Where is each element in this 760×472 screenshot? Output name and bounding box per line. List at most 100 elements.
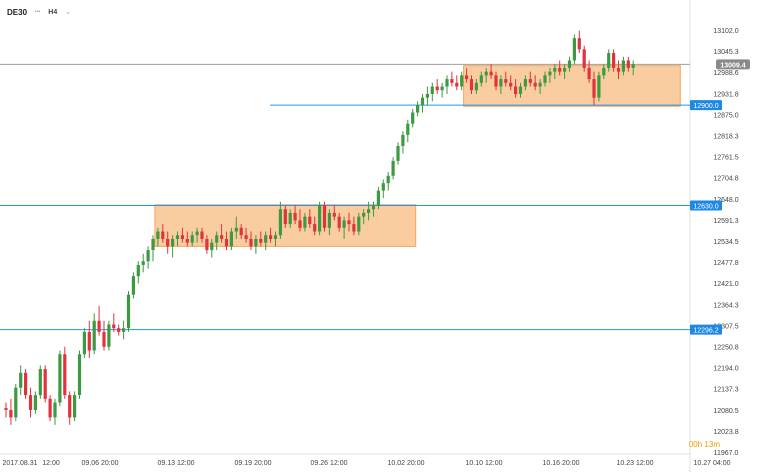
candle-body[interactable] xyxy=(621,60,625,72)
candle-body[interactable] xyxy=(278,209,282,236)
candle-body[interactable] xyxy=(533,82,537,87)
candle-body[interactable] xyxy=(141,261,145,265)
candle-body[interactable] xyxy=(558,67,562,72)
candle-body[interactable] xyxy=(298,220,302,228)
candle-body[interactable] xyxy=(587,67,591,80)
candle-body[interactable] xyxy=(131,276,135,295)
candle-body[interactable] xyxy=(97,320,101,332)
candle-body[interactable] xyxy=(494,75,498,87)
candle-body[interactable] xyxy=(200,231,204,239)
candle-body[interactable] xyxy=(553,67,557,72)
candle-body[interactable] xyxy=(185,238,189,243)
candle-body[interactable] xyxy=(371,205,376,210)
candle-body[interactable] xyxy=(63,354,67,396)
candle-body[interactable] xyxy=(4,408,8,410)
candle-body[interactable] xyxy=(38,369,42,396)
candle-body[interactable] xyxy=(249,238,253,247)
candle-body[interactable] xyxy=(337,216,341,228)
candle-body[interactable] xyxy=(190,235,194,243)
candle-body[interactable] xyxy=(151,238,155,251)
candle-body[interactable] xyxy=(58,354,62,403)
candle-body[interactable] xyxy=(308,216,312,225)
candle-body[interactable] xyxy=(376,190,380,206)
candle-body[interactable] xyxy=(381,183,385,191)
candle-body[interactable] xyxy=(156,231,160,239)
candle-body[interactable] xyxy=(102,331,106,347)
candle-body[interactable] xyxy=(489,71,493,76)
candle-body[interactable] xyxy=(455,82,459,87)
candle-body[interactable] xyxy=(509,82,513,87)
candle-body[interactable] xyxy=(425,93,429,98)
candle-body[interactable] xyxy=(474,82,478,91)
candle-body[interactable] xyxy=(420,97,425,106)
candle-body[interactable] xyxy=(612,53,616,68)
candle-body[interactable] xyxy=(607,53,611,68)
candle-body[interactable] xyxy=(264,235,268,243)
candle-body[interactable] xyxy=(592,79,596,98)
candle-body[interactable] xyxy=(347,220,351,225)
candle-body[interactable] xyxy=(269,235,273,239)
candle-body[interactable] xyxy=(73,395,77,418)
candle-body[interactable] xyxy=(499,79,503,87)
candle-body[interactable] xyxy=(538,82,542,87)
candle-body[interactable] xyxy=(215,235,219,243)
candle-body[interactable] xyxy=(43,369,47,399)
candle-body[interactable] xyxy=(504,79,508,83)
candle-body[interactable] xyxy=(273,235,278,239)
candle-body[interactable] xyxy=(92,320,96,351)
candle-body[interactable] xyxy=(543,75,547,83)
candle-body[interactable] xyxy=(234,227,238,232)
candle-body[interactable] xyxy=(567,60,572,68)
candle-body[interactable] xyxy=(229,231,233,247)
candle-body[interactable] xyxy=(239,227,243,236)
candle-body[interactable] xyxy=(514,86,518,94)
candle-body[interactable] xyxy=(303,216,307,228)
candle-body[interactable] xyxy=(577,38,581,50)
candle-body[interactable] xyxy=(523,79,527,87)
candle-body[interactable] xyxy=(195,231,199,236)
candle-body[interactable] xyxy=(24,372,28,396)
candle-body[interactable] xyxy=(401,134,405,147)
candle-body[interactable] xyxy=(322,205,327,228)
candle-body[interactable] xyxy=(465,75,469,80)
candle-body[interactable] xyxy=(460,75,464,87)
candle-body[interactable] xyxy=(479,75,483,83)
candle-body[interactable] xyxy=(33,395,37,410)
candle-body[interactable] xyxy=(171,238,175,247)
candle-body[interactable] xyxy=(332,212,336,217)
candle-body[interactable] xyxy=(396,146,400,161)
candle-body[interactable] xyxy=(146,250,150,262)
chevron-down-icon[interactable]: ⌄ xyxy=(65,9,72,16)
candle-body[interactable] xyxy=(112,324,116,329)
candle-body[interactable] xyxy=(528,79,532,83)
candle-body[interactable] xyxy=(602,67,606,76)
candle-body[interactable] xyxy=(136,264,140,277)
candle-body[interactable] xyxy=(563,67,567,72)
timeframe-label[interactable]: H4 xyxy=(48,8,58,16)
candle-body[interactable] xyxy=(342,220,346,228)
candle-body[interactable] xyxy=(19,372,23,388)
candle-body[interactable] xyxy=(224,238,229,247)
candle-body[interactable] xyxy=(122,328,126,332)
candle-body[interactable] xyxy=(352,224,356,232)
candle-body[interactable] xyxy=(430,86,434,94)
candle-body[interactable] xyxy=(166,238,170,247)
candle-body[interactable] xyxy=(293,212,297,221)
candle-body[interactable] xyxy=(440,86,444,91)
candle-body[interactable] xyxy=(367,209,371,213)
candle-body[interactable] xyxy=(416,105,420,113)
candle-body[interactable] xyxy=(77,354,82,396)
candle-body[interactable] xyxy=(48,398,52,418)
candle-body[interactable] xyxy=(283,209,287,225)
candle-body[interactable] xyxy=(244,235,248,239)
candle-body[interactable] xyxy=(175,235,180,239)
candle-body[interactable] xyxy=(220,235,224,239)
candle-body[interactable] xyxy=(626,60,630,68)
candle-body[interactable] xyxy=(445,79,449,87)
candle-body[interactable] xyxy=(117,328,121,332)
candle-body[interactable] xyxy=(582,49,586,68)
candle-body[interactable] xyxy=(318,205,322,232)
candle-body[interactable] xyxy=(450,79,454,83)
candle-body[interactable] xyxy=(406,123,410,135)
candle-body[interactable] xyxy=(161,231,165,239)
